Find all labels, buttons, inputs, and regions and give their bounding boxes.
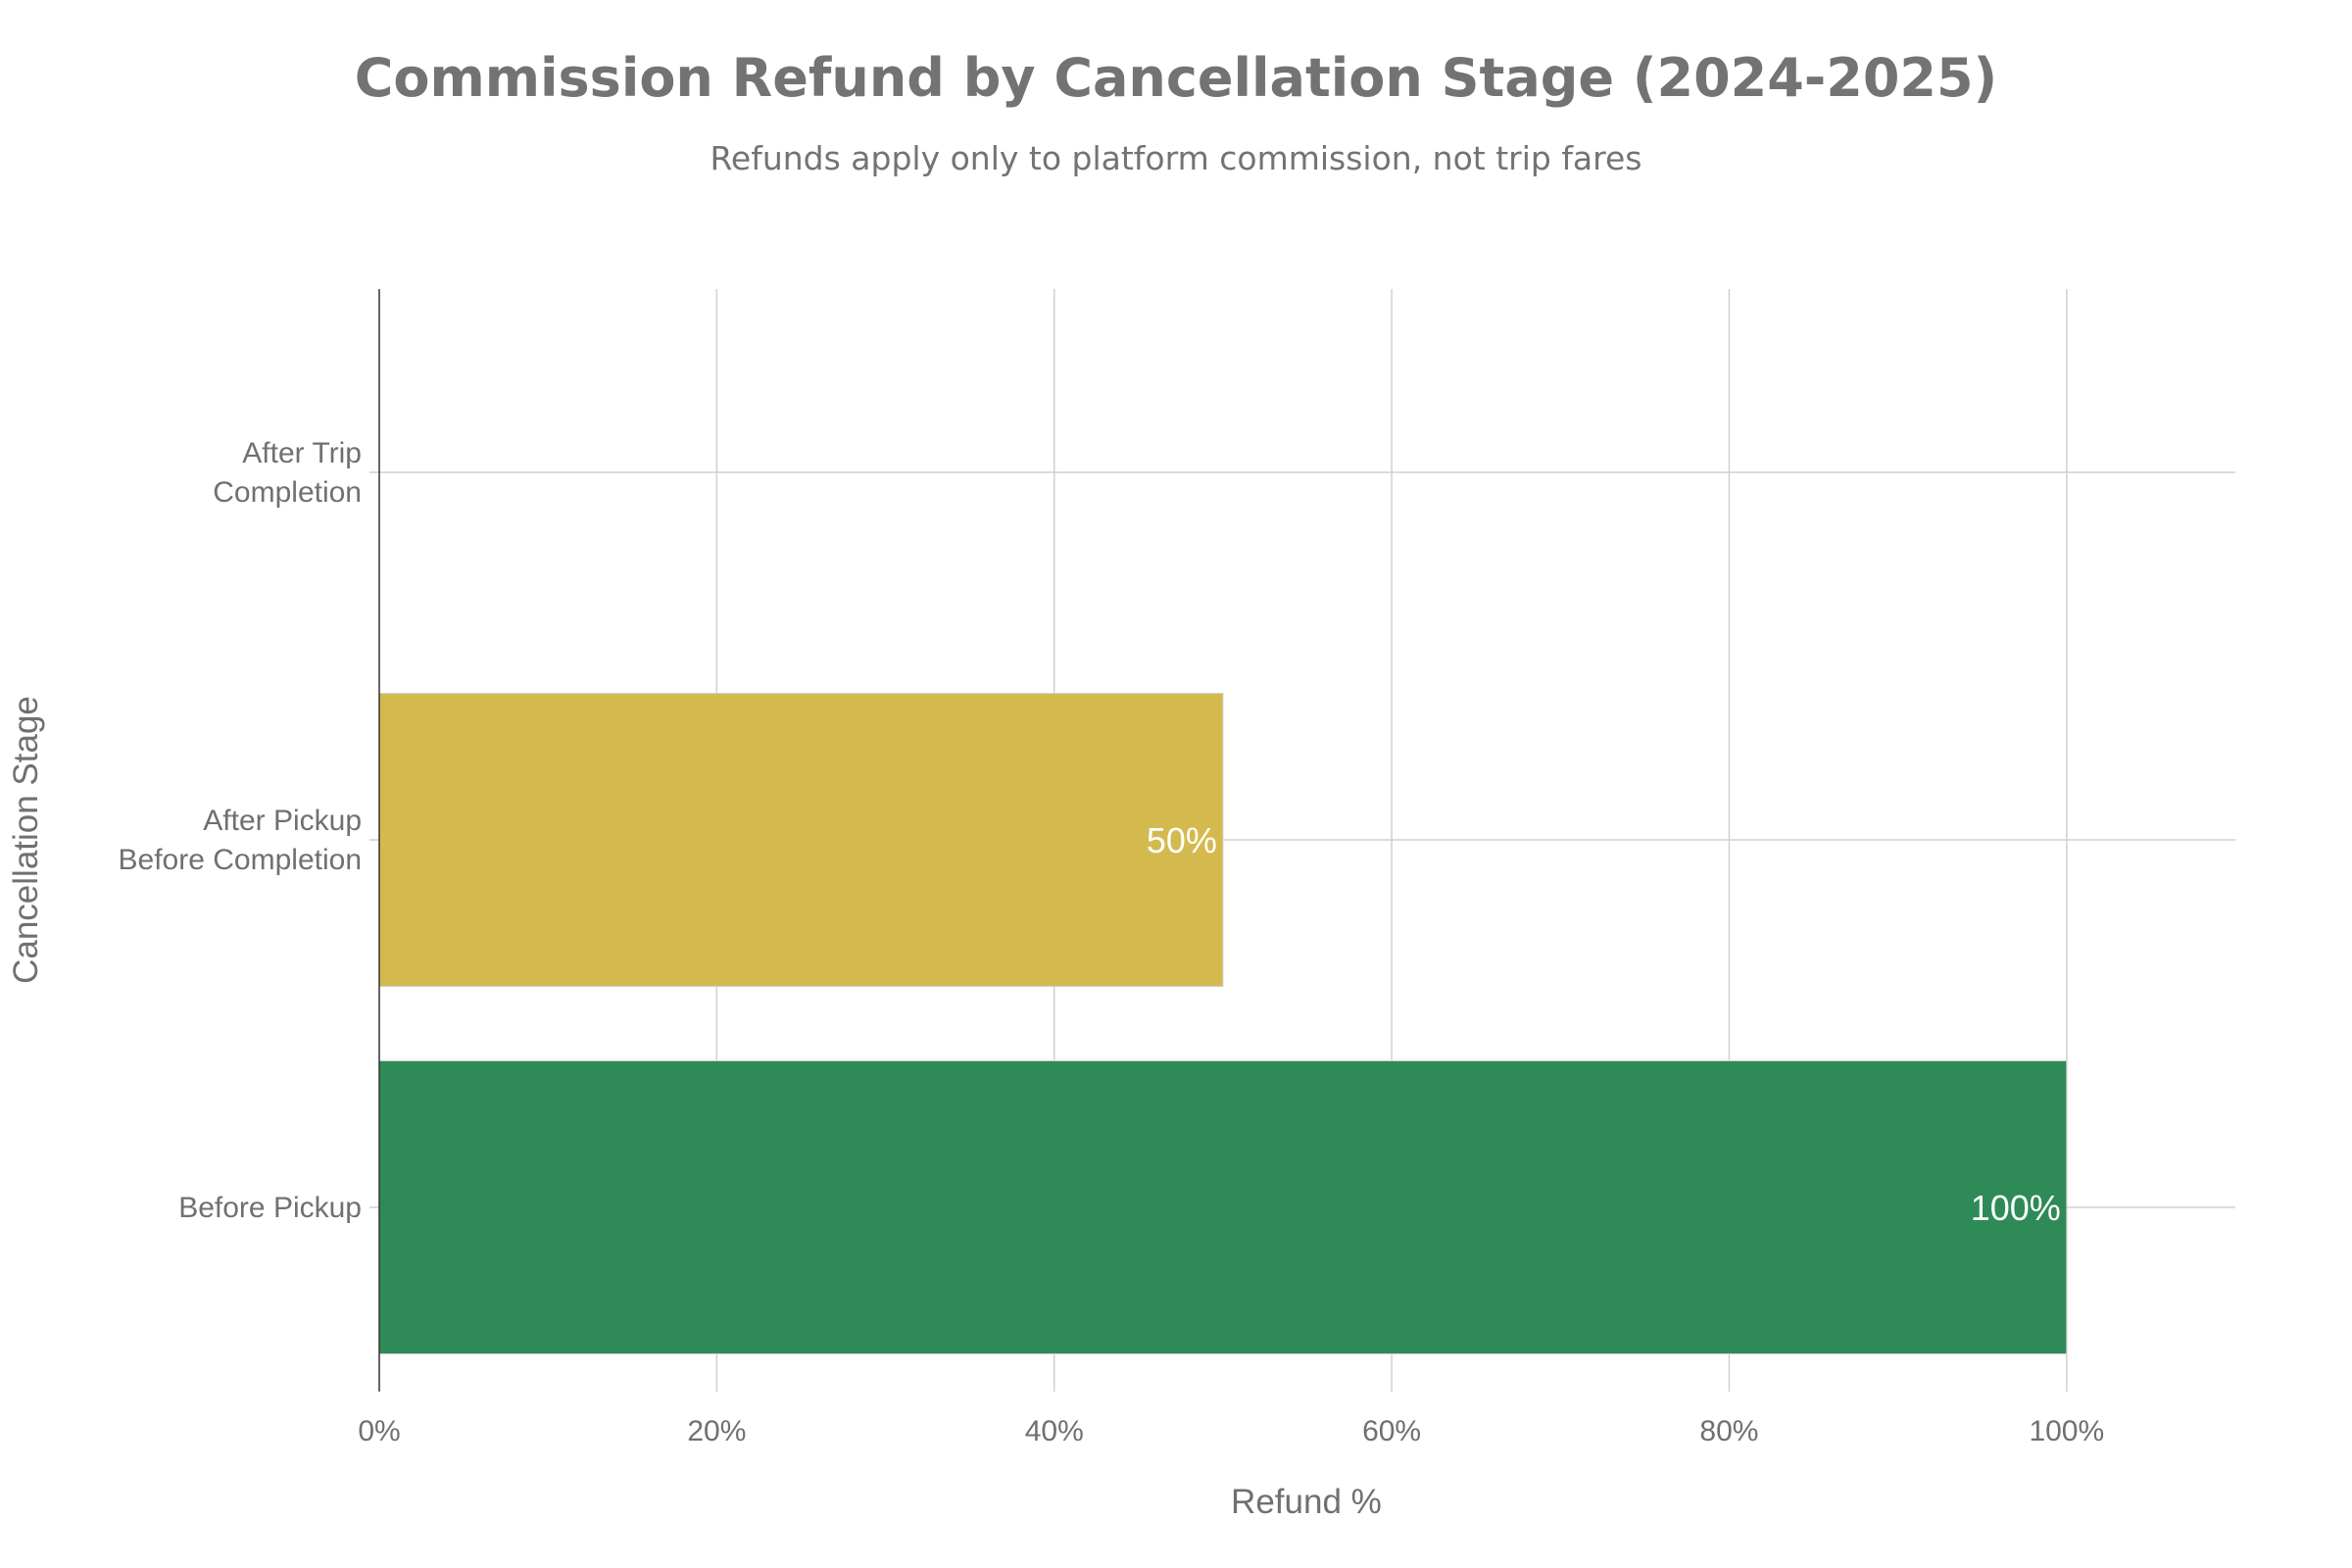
x-tick-label: 0% [358, 1415, 400, 1447]
y-tick-label: After Pickup [203, 805, 362, 837]
x-tick-label: 100% [2029, 1415, 2104, 1447]
y-tick-label: Completion [213, 476, 362, 509]
chart-title: Commission Refund by Cancellation Stage … [354, 47, 1998, 109]
x-tick-label: 20% [687, 1415, 746, 1447]
y-tick-label: Before Completion [119, 844, 362, 876]
data-label: 50% [1147, 820, 1217, 860]
bar [378, 1060, 2068, 1354]
bar [378, 693, 1224, 987]
y-tick-label: After Trip [242, 437, 362, 469]
x-tick-label: 60% [1362, 1415, 1421, 1447]
x-tick-label: 80% [1699, 1415, 1758, 1447]
data-label: 100% [1971, 1188, 2061, 1228]
x-tick-label: 40% [1025, 1415, 1084, 1447]
chart-subtitle: Refunds apply only to platform commissio… [710, 139, 1642, 177]
x-axis-label: Refund % [1231, 1483, 1382, 1521]
y-axis-label: Cancellation Stage [7, 696, 45, 984]
y-tick-label: Before Pickup [178, 1192, 362, 1224]
